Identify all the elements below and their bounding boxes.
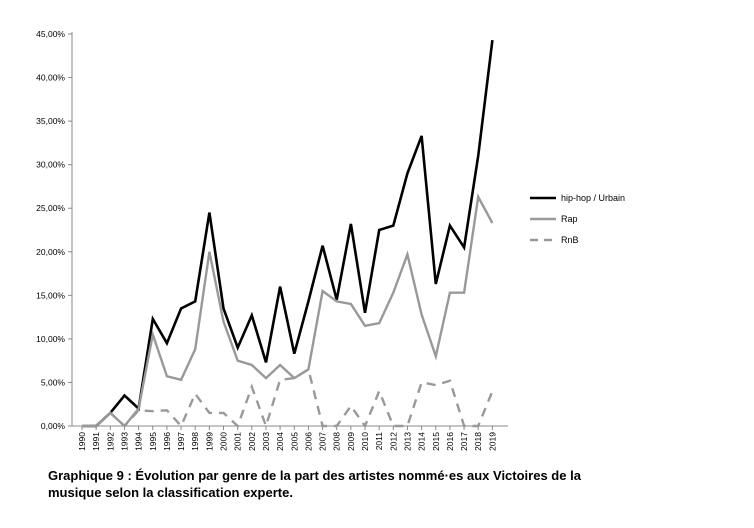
x-tick-label: 2009 — [346, 432, 356, 451]
legend-label: RnB — [561, 235, 579, 245]
x-tick-label: 2004 — [275, 432, 285, 451]
x-tick-label: 2016 — [445, 432, 455, 451]
series-line-3 — [82, 367, 494, 430]
y-tick-label: 5,00% — [41, 377, 66, 387]
x-tick-label: 2017 — [459, 432, 469, 451]
x-tick-label: 2015 — [431, 432, 441, 451]
y-tick-label: 25,00% — [36, 203, 65, 213]
x-tick-label: 2010 — [360, 432, 370, 451]
x-tick-label: 2012 — [388, 432, 398, 451]
caption-line-2: musique selon la classification experte. — [48, 485, 293, 500]
x-tick-label: 1996 — [162, 432, 172, 451]
x-tick-label: 2001 — [233, 432, 243, 451]
chart: 0,00% 5,00% 10,00% 15,00% 20,00% 25,00% 30,00%… — [36, 29, 625, 451]
y-tick-label: 15,00% — [36, 290, 65, 300]
y-tick-label: 0,00% — [41, 421, 66, 431]
y-tick-label: 10,00% — [36, 334, 65, 344]
x-tick-label: 1994 — [134, 432, 144, 451]
x-tick-label: 2005 — [289, 432, 299, 451]
x-tick-label: 2018 — [473, 432, 483, 451]
x-tick-label: 1992 — [105, 432, 115, 451]
y-tick-label: 35,00% — [36, 116, 65, 126]
x-tick-label: 2006 — [303, 432, 313, 451]
x-tick-label: 1993 — [119, 432, 129, 451]
y-tick-label: 30,00% — [36, 160, 65, 170]
x-tick-label: 1995 — [148, 432, 158, 451]
x-tick-label: 1998 — [190, 432, 200, 451]
chart-svg: 0,00% 5,00% 10,00% 15,00% 20,00% 25,00% 30,00%… — [36, 29, 625, 451]
figure-caption: Graphique 9 : Évolution par genre de la … — [48, 467, 728, 501]
x-tick-label: 2013 — [402, 432, 412, 451]
x-tick-label: 1999 — [204, 432, 214, 451]
x-tick-label: 1997 — [176, 432, 186, 451]
x-tick-label: 2000 — [219, 432, 229, 451]
series-line-1 — [82, 39, 494, 428]
y-tick-label: 20,00% — [36, 247, 65, 257]
x-tick-label: 2002 — [247, 432, 257, 451]
x-tick-label: 1990 — [77, 432, 87, 451]
x-tick-label: 2003 — [261, 432, 271, 451]
x-tick-label: 2011 — [374, 432, 384, 451]
x-tick-label: 2014 — [417, 432, 427, 451]
caption-line-1: Graphique 9 : Évolution par genre de la … — [48, 468, 581, 483]
series-line-2 — [82, 193, 494, 428]
x-tick-label: 2008 — [332, 432, 342, 451]
x-tick-label: 1991 — [91, 432, 101, 451]
legend-label: Rap — [561, 214, 578, 224]
x-tick-label: 2007 — [318, 432, 328, 451]
y-tick-label: 40,00% — [36, 73, 65, 83]
y-tick-label: 45,00% — [36, 29, 65, 39]
x-tick-label: 2019 — [487, 432, 497, 451]
legend-label: hip-hop / Urbain — [561, 193, 625, 203]
